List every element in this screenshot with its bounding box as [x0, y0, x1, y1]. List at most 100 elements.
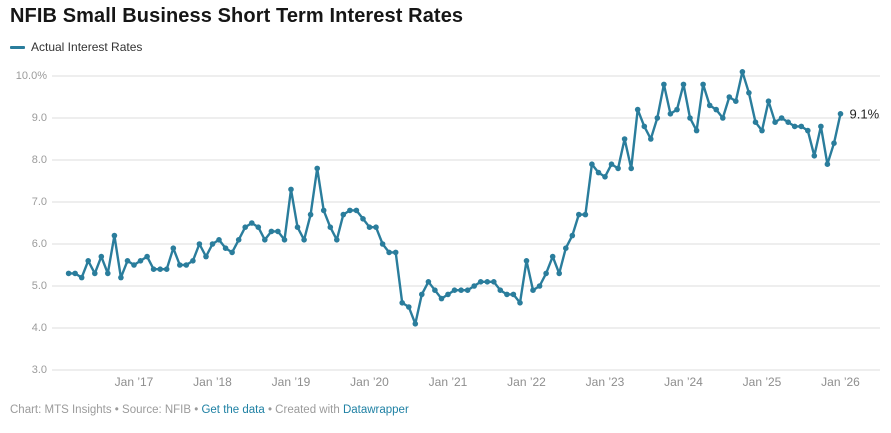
- data-point: [517, 300, 523, 306]
- data-point: [320, 207, 327, 214]
- data-point: [65, 270, 72, 277]
- data-point: [765, 98, 772, 104]
- data-point: [412, 321, 419, 327]
- x-axis-tick-label: Jan ’22: [507, 375, 546, 389]
- data-point: [216, 237, 222, 243]
- page-title: NFIB Small Business Short Term Interest …: [10, 5, 464, 27]
- data-point: [706, 102, 713, 109]
- data-point: [746, 90, 752, 96]
- y-axis-tick-label: 6.0: [31, 238, 47, 250]
- data-point: [778, 115, 785, 121]
- data-point: [307, 211, 314, 218]
- data-point: [85, 258, 91, 264]
- data-point: [242, 224, 248, 230]
- data-point: [791, 123, 798, 130]
- data-point: [301, 237, 307, 243]
- data-point: [366, 224, 373, 230]
- data-point: [268, 228, 275, 235]
- data-point: [118, 274, 124, 281]
- data-point: [582, 211, 589, 218]
- data-point: [157, 266, 163, 273]
- last-value-label: 9.1%: [849, 106, 880, 122]
- data-point: [615, 165, 621, 172]
- x-axis-tick-label: Jan ’18: [193, 375, 232, 389]
- datawrapper-link[interactable]: Datawrapper: [342, 404, 409, 416]
- footer-text: Chart: MTS Insights • Source: NFIB •: [10, 404, 202, 416]
- data-point: [733, 98, 739, 104]
- data-point: [131, 262, 137, 268]
- data-point: [288, 186, 294, 193]
- data-point: [654, 115, 661, 121]
- data-point: [255, 224, 262, 230]
- data-point: [170, 245, 177, 251]
- data-point: [667, 111, 674, 117]
- data-point: [602, 174, 608, 180]
- data-point: [72, 270, 78, 277]
- data-point: [360, 216, 366, 222]
- data-point: [805, 127, 811, 134]
- y-axis-tick-label: 10.0%: [15, 70, 47, 82]
- y-axis-tick-label: 7.0: [31, 196, 47, 208]
- data-point: [477, 279, 484, 285]
- data-point: [458, 287, 464, 294]
- data-point: [556, 270, 562, 277]
- data-point: [150, 266, 157, 273]
- y-axis-tick-label: 8.0: [31, 154, 47, 166]
- data-point: [144, 253, 150, 260]
- x-axis-tick-label: Jan ’21: [428, 375, 468, 389]
- data-point: [530, 287, 536, 294]
- get-the-data-link[interactable]: Get the data: [201, 404, 265, 416]
- data-point: [98, 253, 105, 260]
- data-point: [445, 291, 451, 298]
- data-point: [190, 258, 196, 264]
- data-point: [720, 115, 726, 121]
- legend: Actual Interest Rates: [10, 40, 142, 54]
- data-point: [739, 69, 746, 75]
- data-point: [634, 106, 641, 113]
- data-point: [700, 81, 706, 88]
- x-axis-tick-label: Jan ’26: [821, 375, 860, 389]
- data-point: [543, 270, 549, 277]
- data-point: [674, 106, 680, 113]
- data-point: [340, 211, 347, 218]
- data-point: [831, 140, 837, 146]
- x-axis-tick-label: Jan ’23: [585, 375, 625, 389]
- legend-label: Actual Interest Rates: [31, 40, 143, 54]
- data-point: [177, 262, 183, 268]
- footer-attribution: Chart: MTS Insights • Source: NFIB • Get…: [10, 404, 409, 416]
- data-point: [491, 279, 497, 285]
- data-point: [785, 119, 791, 125]
- data-point: [569, 232, 576, 239]
- y-axis-tick-label: 5.0: [31, 280, 47, 292]
- y-axis-tick-label: 4.0: [31, 322, 47, 334]
- data-point: [124, 258, 131, 264]
- x-axis-tick-label: Jan ’17: [114, 375, 154, 389]
- x-axis-tick-label: Jan ’19: [271, 375, 311, 389]
- x-axis-tick-label: Jan ’25: [742, 375, 782, 389]
- data-point: [262, 237, 268, 243]
- data-point: [628, 165, 634, 172]
- data-point: [235, 237, 242, 243]
- data-point: [432, 287, 438, 294]
- y-axis-tick-label: 3.0: [31, 364, 47, 376]
- data-point: [648, 136, 654, 142]
- data-point: [183, 262, 190, 268]
- data-point: [471, 283, 478, 289]
- data-point: [687, 115, 693, 121]
- data-point: [379, 241, 386, 247]
- data-point: [798, 123, 805, 130]
- data-point: [523, 258, 530, 264]
- data-point: [563, 245, 569, 251]
- data-point: [595, 169, 602, 176]
- data-point: [608, 161, 615, 167]
- data-point: [661, 81, 667, 88]
- data-point: [78, 274, 85, 281]
- data-point: [536, 283, 543, 289]
- data-point: [504, 291, 510, 298]
- data-point: [137, 258, 144, 264]
- x-axis-tick-label: Jan ’24: [664, 375, 703, 389]
- data-point: [818, 123, 824, 130]
- data-point: [229, 249, 235, 256]
